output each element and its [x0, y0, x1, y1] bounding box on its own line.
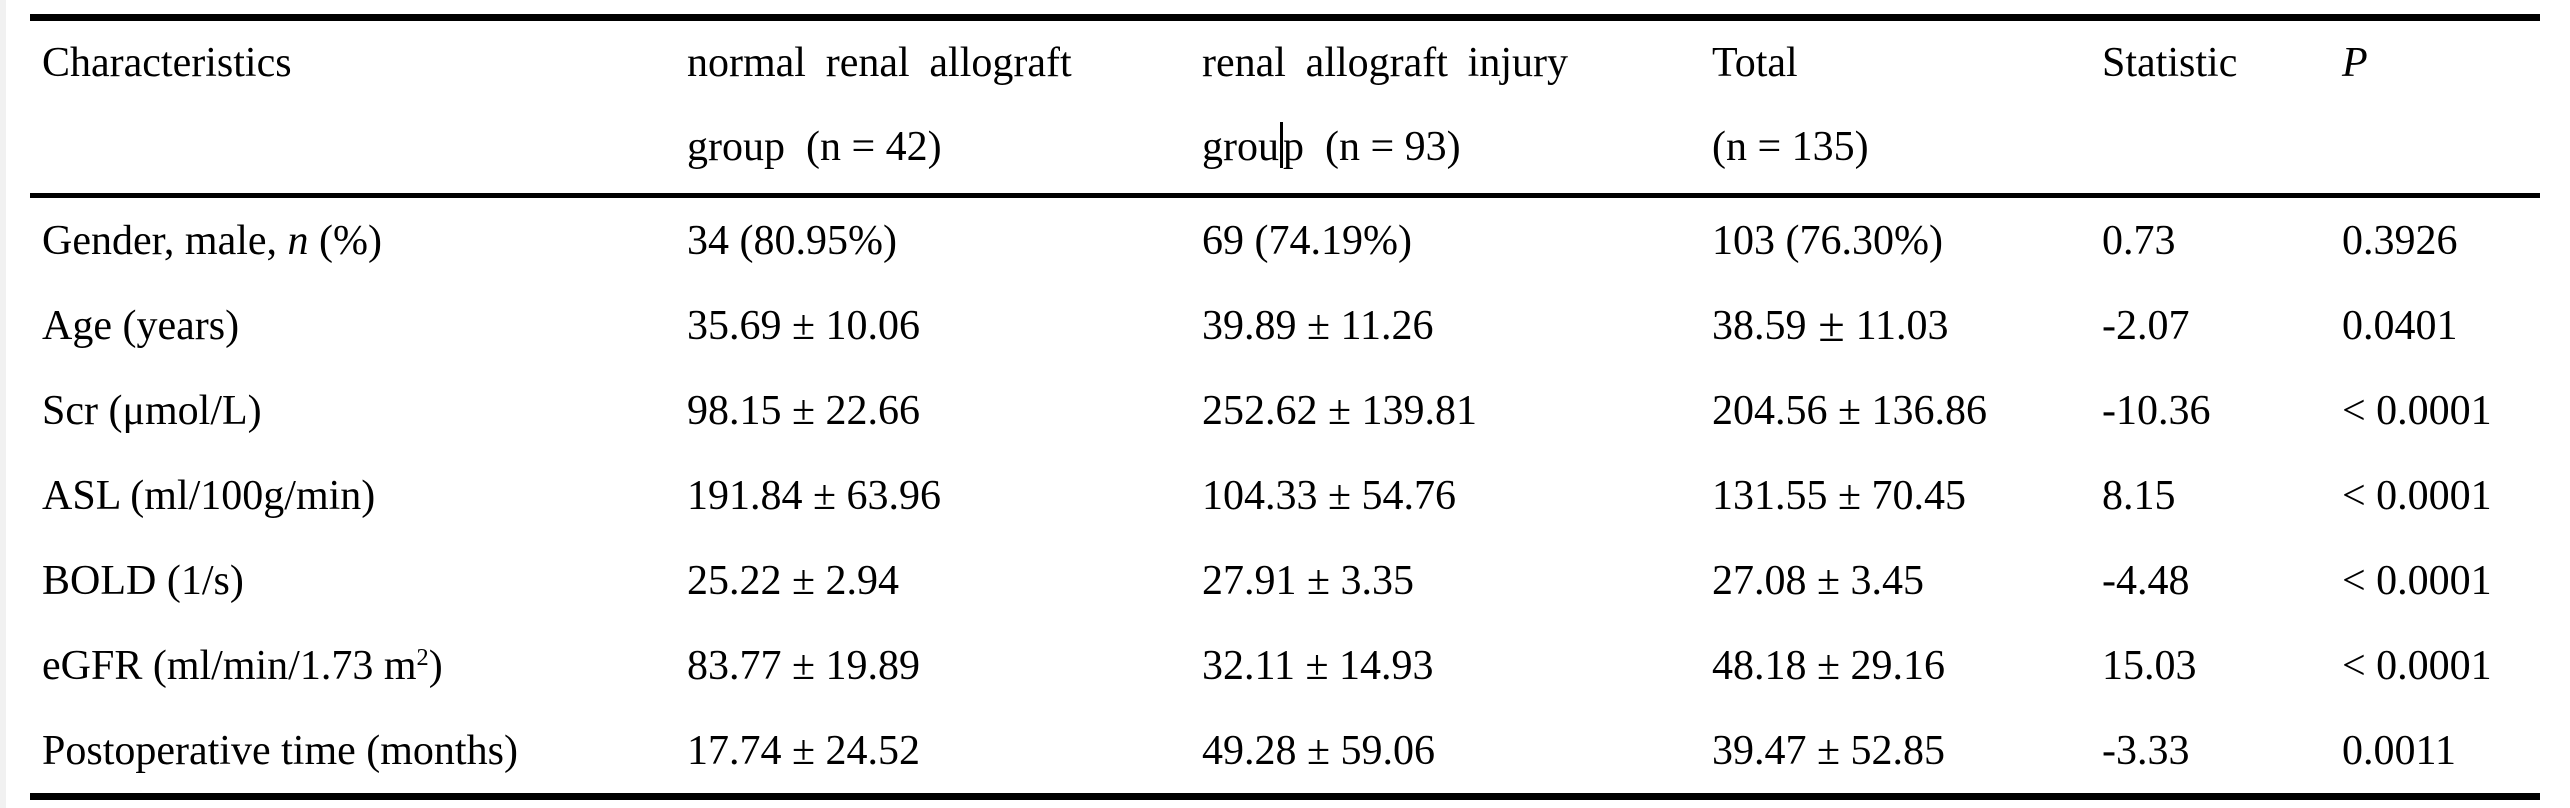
text-segment: ± — [1817, 299, 1845, 352]
cell-egfr-p-value: < 0.0001 — [2342, 642, 2492, 689]
text-segment: Total — [1712, 40, 1798, 86]
column-header-injury-group: renal allograft injury group (n = 93) — [1190, 17, 1700, 198]
column-header-total: Total (n = 135) — [1700, 17, 2090, 198]
cell-gender-normal-group: 34 (80.95%) — [687, 217, 897, 264]
text-segment: group (n = 42) — [687, 124, 942, 170]
cell-egfr-total: 48.18 ± 29.16 — [1712, 642, 1946, 689]
row-label-scr: Scr (μmol/L) — [30, 368, 675, 453]
text-segment: ) — [428, 642, 443, 689]
text-segment: Characteristics — [42, 40, 292, 86]
column-header-statistic: Statistic — [2090, 17, 2330, 198]
cell-asl-normal-group: 191.84 ± 63.96 — [687, 472, 942, 519]
text-segment: P — [2342, 40, 2368, 86]
cell-gender-injury-group: 69 (74.19%) — [1202, 217, 1412, 264]
text-segment: Age (years) — [42, 302, 240, 349]
cell-postop-time-total: 39.47 ± 52.85 — [1712, 727, 1946, 774]
text-segment: p (n = 93) — [1283, 124, 1461, 170]
cell-age-statistic: -2.07 — [2102, 302, 2190, 349]
page-left-edge — [0, 0, 6, 808]
cell-postop-time-injury-group: 49.28 ± 59.06 — [1202, 727, 1436, 774]
column-header-normal-group: normal renal allograft group (n = 42) — [675, 17, 1190, 198]
table-row-age: Age (years) 35.69 ± 10.06 39.89 ± 11.26 38.… — [30, 283, 2540, 368]
text-segment: normal renal allograft — [687, 40, 1072, 86]
text-segment: renal allograft injury — [1202, 40, 1569, 86]
text-segment: BOLD (1/s) — [42, 557, 244, 604]
text-segment: ASL (ml/100g/min) — [42, 472, 376, 519]
cell-age-total: 38.59 ±11.03 — [1700, 283, 2090, 368]
column-header-characteristics: Characteristics — [30, 17, 675, 198]
text-segment: n — [287, 217, 309, 264]
cell-postop-time-statistic: -3.33 — [2102, 727, 2190, 774]
header-line2: (n = 135) — [1712, 105, 2084, 189]
text-segment: (n = 135) — [1712, 124, 1869, 170]
header-line1: P — [2342, 21, 2534, 105]
header-line1: renal allograft injury — [1202, 21, 1694, 105]
row-label-bold: BOLD (1/s) — [30, 538, 675, 623]
table-row-postop-time: Postoperative time (months) 17.74 ± 24.52… — [30, 708, 2540, 797]
text-segment: 2 — [416, 644, 429, 672]
cell-egfr-normal-group: 83.77 ± 19.89 — [687, 642, 921, 689]
cell-scr-normal-group: 98.15 ± 22.66 — [687, 387, 921, 434]
table-row-asl: ASL (ml/100g/min) 191.84 ± 63.96 104.33 ± … — [30, 453, 2540, 538]
text-segment: eGFR (ml/min/1.73 m — [42, 642, 417, 689]
table-header: Characteristics normal renal allograft gro… — [30, 17, 2540, 198]
text-segment: Scr (μmol/L) — [42, 387, 262, 434]
cell-bold-normal-group: 25.22 ± 2.94 — [687, 557, 900, 604]
table-row-scr: Scr (μmol/L) 98.15 ± 22.66 252.62 ± 139.81… — [30, 368, 2540, 453]
table-row-bold: BOLD (1/s) 25.22 ± 2.94 27.91 ± 3.35 27.08 … — [30, 538, 2540, 623]
text-segment: 11.03 — [1855, 302, 1949, 349]
header-line1: Characteristics — [42, 21, 669, 105]
cell-scr-total: 204.56 ± 136.86 — [1712, 387, 1988, 434]
text-segment: Statistic — [2102, 40, 2238, 86]
cell-gender-statistic: 0.73 — [2102, 217, 2176, 264]
text-segment: (%) — [308, 217, 383, 264]
cell-asl-total: 131.55 ± 70.45 — [1712, 472, 1967, 519]
header-line1: Total — [1712, 21, 2084, 105]
header-line1: normal renal allograft — [687, 21, 1184, 105]
cell-bold-statistic: -4.48 — [2102, 557, 2190, 604]
header-line2: group (n = 93) — [1202, 105, 1694, 189]
characteristics-table: Characteristics normal renal allograft gro… — [30, 14, 2540, 800]
row-label-age: Age (years) — [30, 283, 675, 368]
cell-asl-injury-group: 104.33 ± 54.76 — [1202, 472, 1457, 519]
header-line2: group (n = 42) — [687, 105, 1184, 189]
text-segment: Gender, male, — [42, 217, 288, 264]
cell-asl-p-value: < 0.0001 — [2342, 472, 2492, 519]
cell-postop-time-p-value: 0.0011 — [2342, 727, 2456, 774]
cell-age-normal-group: 35.69 ± 10.06 — [687, 302, 921, 349]
text-caret — [1280, 122, 1283, 168]
cell-postop-time-normal-group: 17.74 ± 24.52 — [687, 727, 921, 774]
row-label-egfr: eGFR (ml/min/1.73 m2) — [30, 623, 675, 708]
cell-bold-total: 27.08 ± 3.45 — [1712, 557, 1925, 604]
text-segment: 38.59 — [1712, 302, 1807, 349]
text-segment: grou — [1202, 124, 1279, 170]
row-label-postop-time: Postoperative time (months) — [30, 708, 675, 797]
row-label-asl: ASL (ml/100g/min) — [30, 453, 675, 538]
table-row-egfr: eGFR (ml/min/1.73 m2) 83.77 ± 19.89 32.11 … — [30, 623, 2540, 708]
table-body: Gender, male, n (%) 34 (80.95%) 69 (74.19%… — [30, 196, 2540, 797]
characteristics-table-wrap[interactable]: Characteristics normal renal allograft gro… — [30, 14, 2540, 800]
cell-asl-statistic: 8.15 — [2102, 472, 2176, 519]
text-segment: Postoperative time (months) — [42, 727, 518, 774]
cell-egfr-statistic: 15.03 — [2102, 642, 2197, 689]
column-header-p-value: P — [2330, 17, 2540, 198]
cell-egfr-injury-group: 32.11 ± 14.93 — [1202, 642, 1434, 689]
cell-bold-injury-group: 27.91 ± 3.35 — [1202, 557, 1415, 604]
table-header-row: Characteristics normal renal allograft gro… — [30, 17, 2540, 198]
cell-scr-injury-group: 252.62 ± 139.81 — [1202, 387, 1478, 434]
cell-gender-total: 103 (76.30%) — [1712, 217, 1943, 264]
row-label-gender: Gender, male, n (%) — [30, 196, 675, 284]
table-row-gender: Gender, male, n (%) 34 (80.95%) 69 (74.19%… — [30, 196, 2540, 284]
cell-scr-statistic: -10.36 — [2102, 387, 2211, 434]
cell-scr-p-value: < 0.0001 — [2342, 387, 2492, 434]
cell-gender-p-value: 0.3926 — [2342, 217, 2458, 264]
cell-age-injury-group: 39.89 ± 11.26 — [1202, 302, 1434, 349]
cell-bold-p-value: < 0.0001 — [2342, 557, 2492, 604]
cell-age-p-value: 0.0401 — [2342, 302, 2458, 349]
header-line1: Statistic — [2102, 21, 2324, 105]
